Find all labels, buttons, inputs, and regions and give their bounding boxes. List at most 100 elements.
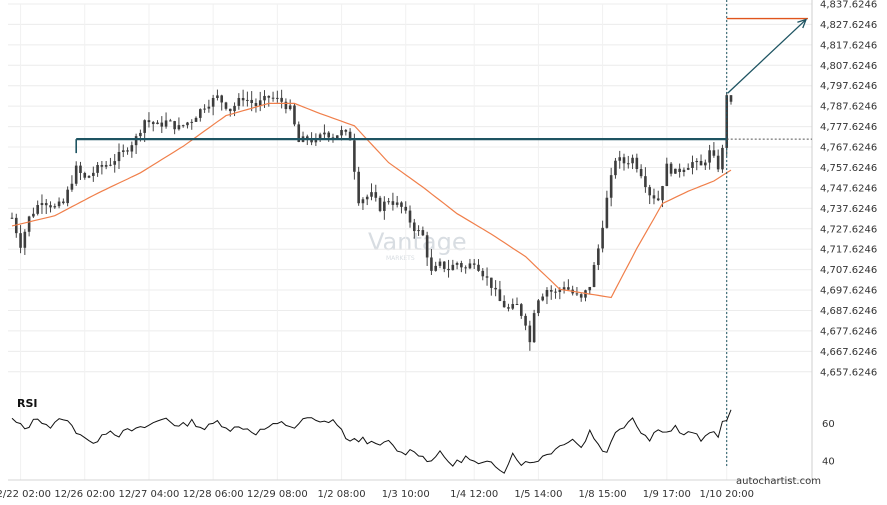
candle-body: [199, 109, 202, 118]
candle-body: [447, 268, 450, 271]
candle-body: [378, 197, 382, 211]
candle-body: [211, 97, 215, 107]
candle-body: [40, 203, 44, 206]
candle-body: [622, 157, 626, 164]
time-tick-label: 12/22 02:00: [0, 489, 51, 500]
candle-body: [36, 205, 39, 214]
time-tick-label: 12/27 04:00: [119, 489, 180, 500]
candle-body: [537, 300, 540, 314]
candle-body: [224, 102, 228, 109]
price-tick-label: 4,837.6246: [820, 0, 877, 11]
candle-body: [519, 304, 523, 316]
candle-body: [160, 122, 164, 127]
candle-body: [434, 265, 437, 271]
candle-body: [53, 206, 57, 208]
candle-body: [143, 120, 146, 133]
candle-body: [656, 198, 660, 201]
candle-body: [181, 125, 185, 127]
moving-average-line: [11, 102, 732, 299]
candle-body: [498, 289, 502, 301]
candle-body: [254, 103, 258, 107]
candle-body: [438, 261, 442, 266]
candle-body: [541, 296, 544, 301]
candle-body: [383, 201, 386, 211]
price-tick-label: 4,737.6246: [820, 204, 877, 215]
candle-body: [357, 171, 360, 204]
candle-body: [605, 197, 609, 228]
candle-body: [472, 263, 476, 265]
candle-body: [644, 176, 647, 188]
watermark-brand: Vantage: [368, 228, 467, 256]
candle-body: [288, 105, 292, 110]
candle-body: [417, 230, 420, 232]
rsi-title: RSI: [17, 397, 38, 410]
candle-body: [674, 168, 677, 174]
candle-body: [164, 120, 168, 127]
candle-body: [151, 122, 155, 125]
candle-body: [626, 163, 630, 165]
price-grid: [8, 3, 812, 480]
candle-body: [62, 201, 65, 204]
candle-body: [314, 138, 318, 143]
candle-body: [481, 270, 485, 277]
candle-body: [237, 97, 241, 106]
candle-body: [23, 231, 27, 248]
rsi-panel: RSI 60 40: [11, 397, 835, 474]
candle-body: [169, 120, 172, 122]
candle-body: [228, 108, 232, 112]
candle-body: [271, 97, 275, 99]
candle-body: [57, 201, 61, 207]
candle-body: [87, 175, 91, 178]
candle-body: [66, 189, 69, 204]
candle-body: [19, 233, 22, 248]
candle-body: [177, 125, 181, 130]
time-tick-label: 1/10 20:00: [699, 489, 753, 500]
candle-body: [729, 95, 733, 102]
candle-body: [421, 230, 425, 236]
candle-body: [455, 263, 459, 265]
candle-body: [391, 201, 395, 205]
forecast-arrowhead: [797, 18, 808, 29]
candle-body: [335, 135, 339, 139]
candle-body: [130, 145, 134, 152]
candle-body: [113, 161, 117, 165]
price-tick-label: 4,807.6246: [820, 61, 877, 72]
candle-body: [451, 264, 455, 271]
candle-body: [579, 294, 583, 298]
time-tick-label: 1/9 17:00: [643, 489, 691, 500]
candle-body: [558, 289, 562, 292]
candle-body: [468, 263, 472, 269]
time-tick-label: 1/2 08:00: [317, 489, 365, 500]
candle-body: [233, 105, 236, 112]
time-tick-label: 12/28 06:00: [183, 489, 244, 500]
candle-body: [96, 165, 99, 173]
candle-body: [507, 307, 510, 309]
candle-body: [549, 290, 553, 292]
candle-body: [404, 206, 408, 211]
candle-body: [554, 291, 557, 293]
price-tick-label: 4,787.6246: [820, 102, 877, 113]
candle-body: [280, 97, 283, 102]
price-tick-label: 4,827.6246: [820, 20, 877, 31]
candle-body: [70, 183, 74, 190]
candle-body: [104, 165, 108, 167]
candle-body: [109, 164, 112, 166]
candle-body: [601, 227, 604, 249]
candle-body: [695, 160, 699, 163]
candle-body: [678, 168, 681, 172]
watermark: Vantage MARKETS: [368, 228, 467, 262]
candle-body: [562, 287, 566, 290]
candle-body: [74, 165, 78, 184]
candle-body: [323, 132, 326, 135]
candle-body: [665, 163, 669, 187]
candle-body: [83, 173, 87, 178]
candle-body: [267, 95, 271, 98]
candle-body: [220, 95, 224, 103]
rsi-tick-label: 60: [822, 419, 835, 430]
candle-body: [186, 122, 189, 126]
candle-body: [425, 235, 429, 258]
candle-body: [365, 196, 369, 200]
candle-body: [708, 150, 711, 163]
candle-body: [203, 108, 206, 110]
